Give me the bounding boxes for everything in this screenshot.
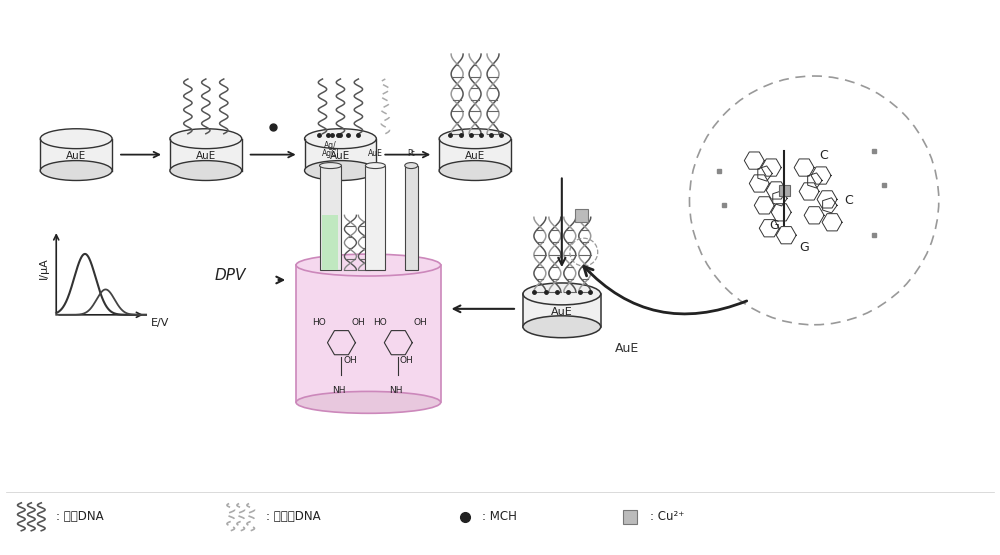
FancyBboxPatch shape: [523, 294, 601, 327]
Text: Ag/
AgCl: Ag/ AgCl: [322, 140, 339, 158]
Text: OH: OH: [399, 356, 413, 365]
Text: AuE: AuE: [330, 151, 351, 161]
Ellipse shape: [365, 163, 385, 169]
Ellipse shape: [523, 316, 601, 337]
Text: NH: NH: [390, 386, 403, 395]
Ellipse shape: [439, 129, 511, 149]
Text: DPV: DPV: [215, 268, 246, 282]
Ellipse shape: [523, 283, 601, 305]
FancyBboxPatch shape: [405, 165, 418, 270]
FancyBboxPatch shape: [439, 139, 511, 170]
Ellipse shape: [439, 160, 511, 180]
Ellipse shape: [320, 163, 341, 169]
Text: Pt: Pt: [407, 149, 415, 158]
Text: OH: OH: [352, 318, 365, 327]
Ellipse shape: [40, 129, 112, 149]
Text: AuE: AuE: [368, 149, 383, 158]
Text: I/μA: I/μA: [39, 258, 49, 279]
Ellipse shape: [296, 391, 441, 413]
Text: HO: HO: [312, 318, 325, 327]
Ellipse shape: [405, 163, 418, 169]
Text: OH: OH: [413, 318, 427, 327]
Text: C: C: [820, 149, 828, 162]
Text: AuE: AuE: [66, 151, 86, 161]
Text: : 单链DNA: : 单链DNA: [56, 510, 104, 523]
Ellipse shape: [305, 129, 376, 149]
Text: AuE: AuE: [465, 151, 485, 161]
Text: : 互补链DNA: : 互补链DNA: [266, 510, 320, 523]
Text: AuE: AuE: [615, 342, 639, 355]
Text: E/V: E/V: [151, 318, 169, 328]
Text: AuE: AuE: [196, 151, 216, 161]
Ellipse shape: [305, 160, 376, 180]
Ellipse shape: [296, 254, 441, 276]
Text: NH: NH: [332, 386, 345, 395]
Circle shape: [689, 76, 939, 325]
Text: HO: HO: [373, 318, 387, 327]
Text: : Cu²⁺: : Cu²⁺: [650, 510, 684, 523]
FancyBboxPatch shape: [40, 139, 112, 170]
Text: AuE: AuE: [551, 307, 573, 317]
Text: : MCH: : MCH: [482, 510, 517, 523]
FancyBboxPatch shape: [296, 265, 441, 402]
Text: OH: OH: [344, 356, 357, 365]
Text: C: C: [845, 194, 853, 207]
Text: G: G: [799, 241, 809, 254]
FancyBboxPatch shape: [305, 139, 376, 170]
Ellipse shape: [40, 160, 112, 180]
FancyBboxPatch shape: [320, 165, 341, 270]
Ellipse shape: [170, 129, 242, 149]
Text: G: G: [769, 219, 779, 232]
FancyBboxPatch shape: [170, 139, 242, 170]
FancyBboxPatch shape: [322, 215, 338, 270]
FancyBboxPatch shape: [365, 165, 385, 270]
Ellipse shape: [170, 160, 242, 180]
